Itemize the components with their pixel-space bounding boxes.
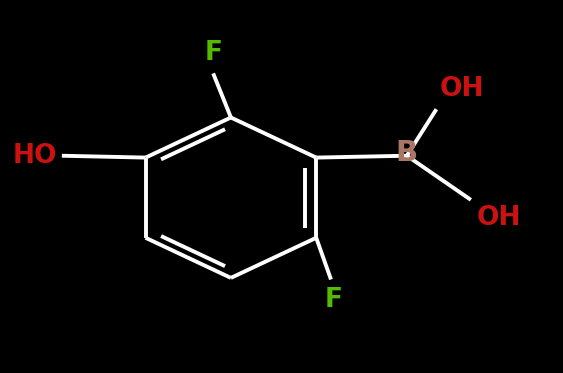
Text: F: F bbox=[204, 40, 222, 66]
Text: OH: OH bbox=[439, 76, 484, 102]
Text: B: B bbox=[396, 139, 418, 167]
Text: F: F bbox=[325, 287, 343, 313]
Text: OH: OH bbox=[476, 206, 521, 232]
Text: HO: HO bbox=[13, 143, 57, 169]
